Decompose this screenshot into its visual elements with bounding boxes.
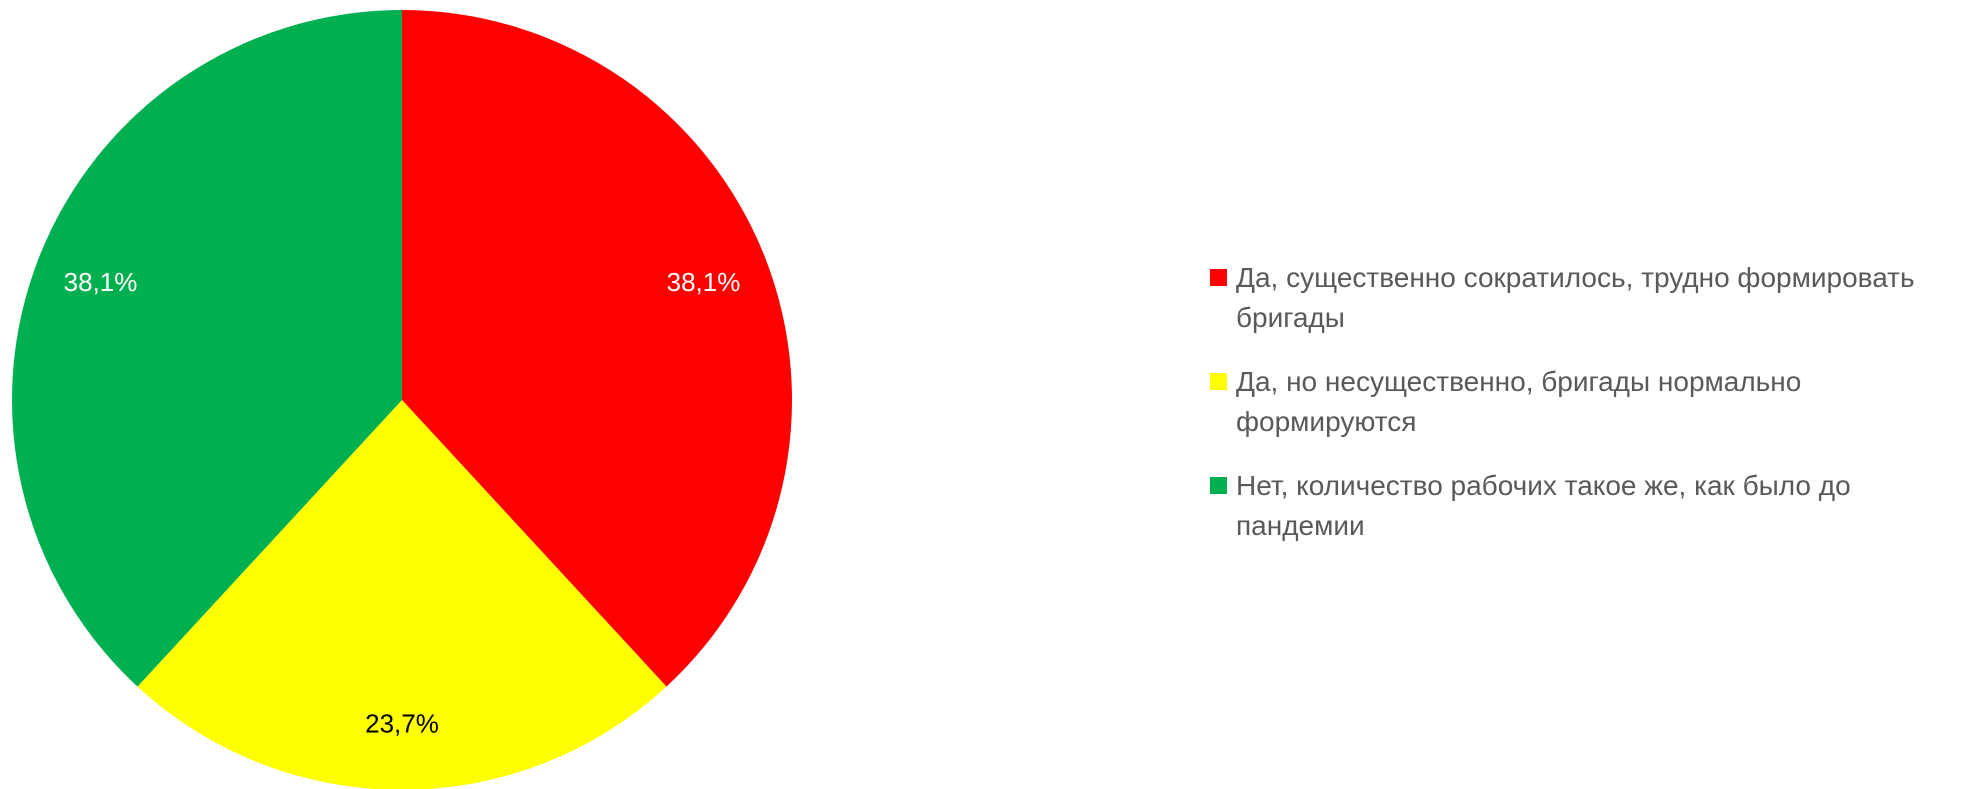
legend-label: Нет, количество рабочих такое же, как бы… bbox=[1236, 470, 1851, 541]
legend-swatch bbox=[1210, 477, 1227, 494]
legend-item-3: Нет, количество рабочих такое же, как бы… bbox=[1210, 466, 1950, 546]
pie-slice-1 bbox=[402, 10, 792, 687]
legend-item-1: Да, существенно сократилось, трудно форм… bbox=[1210, 258, 1950, 338]
pie-data-label-3: 38,1% bbox=[64, 267, 138, 297]
chart-legend: Да, существенно сократилось, трудно форм… bbox=[1210, 258, 1950, 570]
pie-data-labels: 38,1% 23,7% 38,1% bbox=[64, 267, 741, 739]
pie-slices bbox=[12, 10, 792, 789]
pie-slice-2 bbox=[137, 400, 667, 789]
pie-slice-3 bbox=[12, 10, 402, 687]
legend-swatch bbox=[1210, 269, 1227, 286]
legend-item-2: Да, но несущественно, бригады нормально … bbox=[1210, 362, 1950, 442]
pie-data-label-1: 38,1% bbox=[667, 267, 741, 297]
pie-data-label-2: 23,7% bbox=[365, 709, 439, 739]
legend-label: Да, существенно сократилось, трудно форм… bbox=[1236, 262, 1915, 333]
legend-label: Да, но несущественно, бригады нормально … bbox=[1236, 366, 1802, 437]
legend-swatch bbox=[1210, 373, 1227, 390]
